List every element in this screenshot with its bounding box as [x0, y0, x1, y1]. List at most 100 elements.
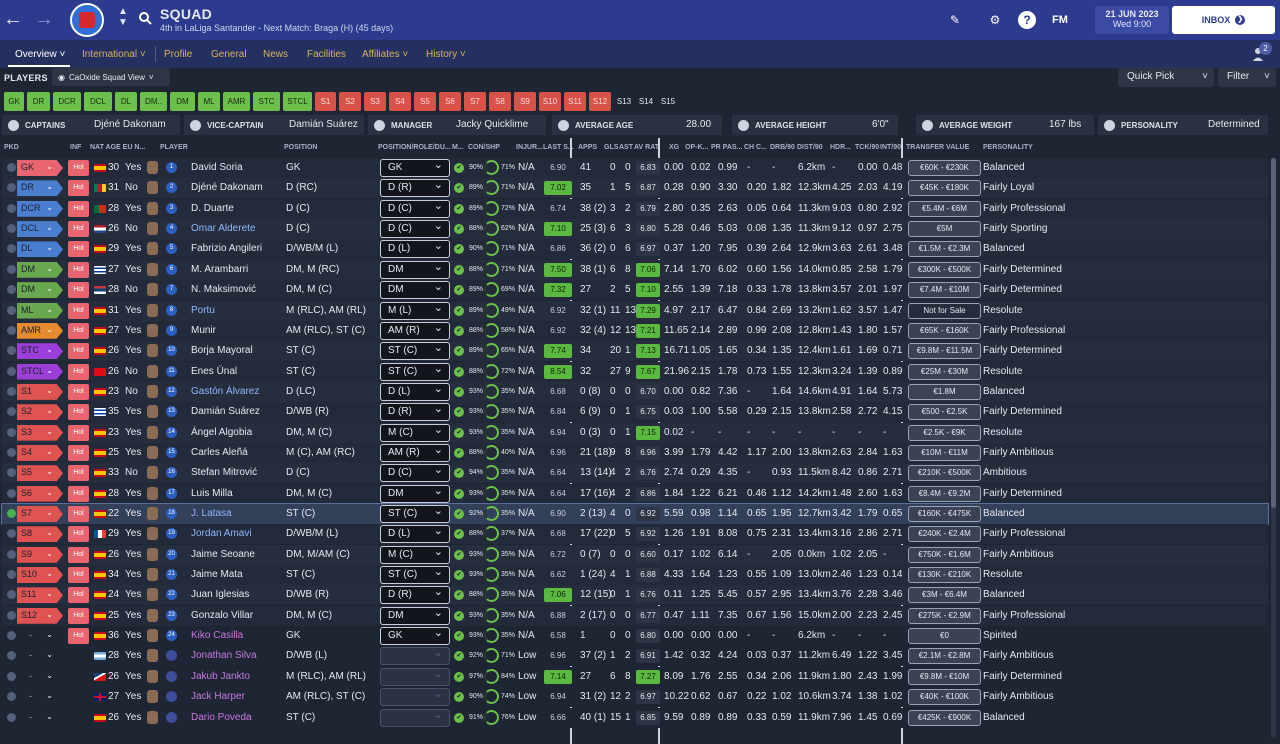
table-row[interactable]: DM ⌄ Hol 27 Yes 6 M. Arambarri DM, M (RC) DM ✔ 88%…: [2, 259, 1268, 280]
role-dropdown[interactable]: ST (C): [380, 341, 450, 361]
player-name[interactable]: Juan Iglesias: [191, 589, 250, 601]
transfer-value[interactable]: €2.1M - €2.8M: [908, 648, 981, 665]
position-chip-ml[interactable]: ML: [198, 92, 220, 111]
transfer-value[interactable]: €275K - €2.9M: [908, 607, 981, 624]
position-chip-s10[interactable]: S10: [539, 92, 561, 111]
info-badge[interactable]: Hol: [68, 424, 89, 441]
player-name[interactable]: Jack Harper: [191, 691, 245, 703]
player-name[interactable]: Kiko Casilla: [191, 630, 244, 642]
role-dropdown[interactable]: GK: [380, 626, 450, 646]
transfer-value[interactable]: €8.4M - €9.2M: [908, 485, 981, 502]
role-tag[interactable]: - ⌄: [17, 669, 63, 685]
column-header-17[interactable]: CH C...: [744, 144, 767, 151]
position-chip-amr[interactable]: AMR: [223, 92, 250, 111]
player-name[interactable]: Fabrizio Angileri: [191, 243, 263, 255]
player-name[interactable]: Jakub Jankto: [191, 670, 250, 682]
date-display[interactable]: 21 JUN 2023 Wed 9:00: [1095, 6, 1169, 34]
transfer-value[interactable]: €0: [908, 628, 981, 645]
table-row[interactable]: S8 ⌄ Hol 29 Yes 19 Jordan Amavi D/WB/M (L) D (L)…: [2, 524, 1268, 545]
player-name[interactable]: Jaime Mata: [191, 569, 243, 580]
role-tag[interactable]: DCL ⌄: [17, 221, 63, 238]
table-row[interactable]: STC ⌄ Hol 26 Yes 10 Borja Mayoral ST (C) ST (C) ✔…: [2, 341, 1268, 362]
column-header-18[interactable]: DRB/90: [770, 144, 795, 151]
pick-checkbox[interactable]: [7, 203, 16, 213]
manager-icon[interactable]: ⚙: [989, 13, 1001, 27]
table-row[interactable]: DCR ⌄ Hol 28 Yes 3 D. Duarte D (C) D (C) ✔ 89% 72%N…: [2, 198, 1268, 219]
column-header-8[interactable]: INJUR...: [516, 144, 543, 151]
transfer-value[interactable]: €9.8M - €10M: [908, 668, 981, 685]
role-tag[interactable]: S10 ⌄: [17, 567, 63, 583]
role-tag[interactable]: GK ⌄: [17, 160, 63, 176]
transfer-value[interactable]: €130K - €210K: [908, 567, 981, 583]
info-badge[interactable]: Hol: [68, 526, 89, 543]
column-header-11[interactable]: GLS: [604, 144, 619, 151]
transfer-value[interactable]: €750K - €1.6M: [908, 546, 981, 563]
pick-checkbox[interactable]: [7, 447, 16, 457]
column-header-23[interactable]: TRANSFER VALUE: [906, 144, 970, 151]
role-tag[interactable]: S2 ⌄: [17, 404, 63, 421]
role-tag[interactable]: ML ⌄: [17, 302, 63, 319]
transfer-value[interactable]: €25M - €30M: [908, 363, 981, 380]
tab-news[interactable]: News: [263, 49, 289, 60]
player-name[interactable]: D. Duarte: [191, 202, 234, 214]
position-chip-s13[interactable]: S13: [616, 97, 632, 106]
position-chip-s2[interactable]: S2: [339, 92, 361, 111]
column-header-1[interactable]: INF: [70, 144, 82, 151]
table-row[interactable]: S6 ⌄ Hol 28 Yes 17 Luis Milla DM, M (C) DM ✔ 93% 35…: [2, 483, 1268, 504]
role-dropdown[interactable]: M (L): [380, 301, 450, 320]
role-tag[interactable]: DM ⌄: [17, 282, 63, 299]
tab-affiliates[interactable]: Affiliates ˅: [362, 49, 409, 60]
position-chip-s5[interactable]: S5: [414, 92, 436, 111]
role-dropdown[interactable]: DM: [380, 606, 450, 625]
player-name[interactable]: Munir: [191, 324, 217, 336]
role-dropdown[interactable]: AM (R): [380, 443, 450, 462]
column-header-0[interactable]: PKD: [4, 144, 19, 151]
player-name[interactable]: Portu: [191, 304, 215, 316]
transfer-value[interactable]: €2.5K - €9K: [908, 424, 981, 441]
table-row[interactable]: S10 ⌄ Hol 34 Yes 21 Jaime Mata ST (C) ST (C) ✔ 93%…: [2, 565, 1268, 585]
info-badge[interactable]: Hol: [68, 546, 89, 563]
pick-checkbox[interactable]: [7, 366, 16, 376]
pick-checkbox[interactable]: [7, 346, 16, 356]
pick-checkbox[interactable]: [7, 305, 16, 315]
transfer-value[interactable]: €1.8M: [908, 383, 981, 400]
search-icon[interactable]: [138, 11, 152, 25]
position-chip-s3[interactable]: S3: [364, 92, 386, 111]
player-name[interactable]: Gastón Álvarez: [191, 385, 260, 397]
role-dropdown[interactable]: D (L): [380, 239, 450, 259]
player-name[interactable]: Ángel Algobia: [191, 426, 253, 438]
role-dropdown[interactable]: [380, 646, 450, 666]
player-name[interactable]: Omar Alderete: [191, 223, 256, 235]
pick-checkbox[interactable]: [7, 712, 16, 722]
role-tag[interactable]: S7 ⌄: [17, 506, 63, 522]
role-dropdown[interactable]: DM: [380, 260, 450, 279]
role-dropdown[interactable]: D (R): [380, 585, 450, 605]
role-dropdown[interactable]: M (C): [380, 423, 450, 442]
position-chip-s14[interactable]: S14: [638, 97, 654, 106]
position-chip-s15[interactable]: S15: [660, 97, 676, 106]
transfer-value[interactable]: €65K - €160K: [908, 322, 981, 339]
role-tag[interactable]: - ⌄: [17, 710, 63, 726]
role-tag[interactable]: DCR ⌄: [17, 200, 63, 217]
pick-checkbox[interactable]: [7, 264, 16, 274]
role-dropdown[interactable]: D (L): [380, 382, 450, 401]
role-tag[interactable]: S11 ⌄: [17, 587, 63, 604]
transfer-value[interactable]: €300K - €500K: [908, 261, 981, 278]
role-tag[interactable]: STCL ⌄: [17, 363, 63, 380]
role-dropdown[interactable]: ST (C): [380, 565, 450, 584]
transfer-value[interactable]: €1.5M - €2.3M: [908, 241, 981, 258]
player-name[interactable]: J. Latasa: [191, 508, 232, 519]
position-chip-dr[interactable]: DR: [27, 92, 50, 111]
info-badge[interactable]: Hol: [68, 322, 89, 339]
tab-history[interactable]: History ˅: [426, 49, 466, 60]
player-name[interactable]: Borja Mayoral: [191, 345, 253, 357]
table-row[interactable]: S2 ⌄ Hol 35 Yes 13 Damián Suárez D/WB (R) D (R) ✔…: [2, 402, 1268, 423]
table-row[interactable]: S4 ⌄ Hol 25 Yes 15 Carles Aleñá M (C), AM (RC) A…: [2, 442, 1268, 463]
pick-checkbox[interactable]: [7, 244, 16, 254]
position-chip-s12[interactable]: S12: [589, 92, 611, 111]
player-name[interactable]: N. Maksimović: [191, 284, 257, 296]
pick-checkbox[interactable]: [7, 325, 16, 335]
